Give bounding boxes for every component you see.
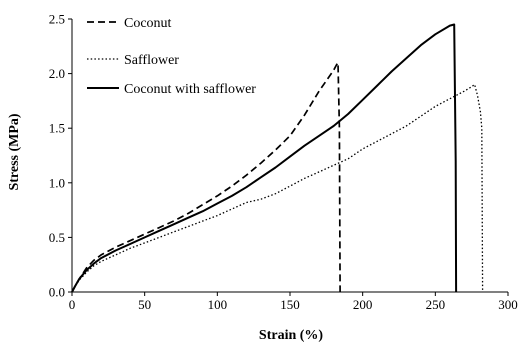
series-line-coconut-with-safflower bbox=[71, 23, 458, 293]
x-tick-label: 150 bbox=[280, 297, 300, 312]
x-tick-label: 50 bbox=[138, 297, 151, 312]
axes: 0 50 100 150 200 250 300 0.0 0.5 1.0 1.5 2.0 2.5 bbox=[49, 12, 518, 313]
y-tick-label: 2.0 bbox=[49, 66, 65, 81]
y-tick-label: 1.5 bbox=[49, 121, 65, 136]
x-axis-title: Strain (%) bbox=[259, 328, 324, 343]
x-tick-label: 100 bbox=[208, 297, 228, 312]
x-tick-label: 0 bbox=[69, 297, 76, 312]
legend-label: Safflower bbox=[124, 53, 179, 68]
series-line-safflower bbox=[71, 83, 484, 293]
series-layer bbox=[71, 23, 484, 293]
y-tick-label: 1.0 bbox=[49, 175, 65, 190]
legend-label: Coconut bbox=[124, 16, 172, 31]
y-tick-label: 0.0 bbox=[49, 285, 65, 300]
x-tick-label: 200 bbox=[353, 297, 373, 312]
legend-label: Coconut with safflower bbox=[124, 82, 256, 97]
series-line-coconut bbox=[71, 61, 341, 293]
legend: Coconut Safflower Coconut with safflower bbox=[87, 16, 256, 97]
y-tick-label: 0.5 bbox=[49, 230, 65, 245]
y-axis-title: Stress (MPa) bbox=[7, 113, 22, 190]
x-tick-label: 300 bbox=[498, 297, 518, 312]
y-tick-label: 2.5 bbox=[49, 12, 65, 27]
x-tick-label: 250 bbox=[426, 297, 446, 312]
